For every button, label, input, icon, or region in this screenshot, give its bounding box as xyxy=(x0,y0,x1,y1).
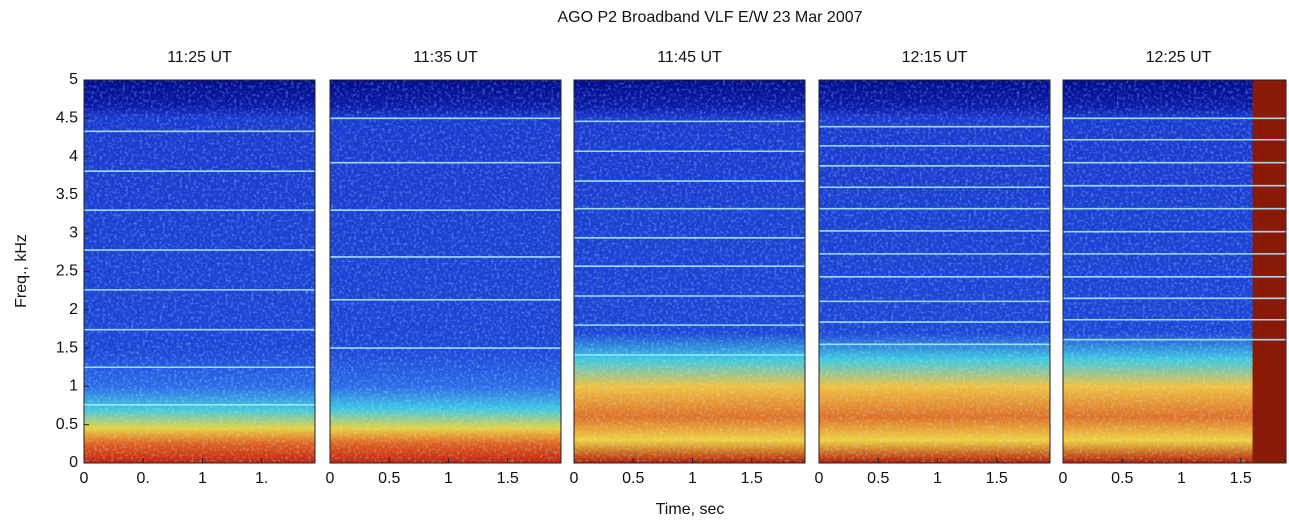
panel-title: 12:15 UT xyxy=(902,49,968,66)
panel-title: 11:45 UT xyxy=(657,49,722,66)
x-tick-label: 1.5 xyxy=(1230,470,1252,487)
x-tick-label: 1.5 xyxy=(497,470,519,487)
panel-frame xyxy=(329,79,562,464)
x-tick-label: 1 xyxy=(444,470,453,487)
y-tick-label: 2 xyxy=(69,301,78,318)
y-tick-label: 2.5 xyxy=(56,263,78,280)
y-axis-label: Freq., kHz xyxy=(13,234,30,308)
panel-title: 12:25 UT xyxy=(1146,49,1212,66)
y-tick-label: 1 xyxy=(69,378,78,395)
spectrogram-noise xyxy=(819,80,1050,463)
x-tick-label: 1 xyxy=(933,470,942,487)
y-tick-label: 0 xyxy=(69,454,78,471)
x-tick-label: 1. xyxy=(255,470,268,487)
panel-frame xyxy=(573,79,806,464)
panel-frame xyxy=(1062,79,1287,464)
spectrogram-noise xyxy=(330,80,561,463)
x-tick-label: 0 xyxy=(815,470,824,487)
spectrogram-noise xyxy=(84,80,315,463)
x-tick-label: 1 xyxy=(688,470,697,487)
spectrogram-panel xyxy=(819,80,1050,463)
y-tick-label: 3 xyxy=(69,224,78,241)
y-tick-label: 1.5 xyxy=(56,339,78,356)
panel-frame xyxy=(818,79,1051,464)
x-tick-label: 1.5 xyxy=(986,470,1008,487)
x-tick-label: 1 xyxy=(198,470,207,487)
x-tick-label: 0 xyxy=(1059,470,1068,487)
x-tick-label: 1.5 xyxy=(741,470,763,487)
panel-title: 11:25 UT xyxy=(167,49,232,66)
spectrogram-panel xyxy=(330,80,561,463)
y-tick-label: 0.5 xyxy=(56,416,78,433)
y-tick-label: 3.5 xyxy=(56,186,78,203)
x-tick-label: 1 xyxy=(1177,470,1186,487)
spectrogram-panel xyxy=(84,80,315,463)
y-tick-label: 4.5 xyxy=(56,110,78,127)
y-tick-label: 5 xyxy=(69,71,78,88)
x-tick-label: 0.5 xyxy=(622,470,644,487)
panel-title: 11:35 UT xyxy=(413,49,478,66)
x-axis-label: Time, sec xyxy=(656,501,725,518)
spectrogram-panel xyxy=(1063,80,1286,463)
saturation-strip xyxy=(1252,80,1286,463)
x-tick-label: 0. xyxy=(137,470,150,487)
x-tick-label: 0 xyxy=(80,470,89,487)
spectrogram-noise xyxy=(574,80,805,463)
spectrogram-panel xyxy=(574,80,805,463)
x-tick-label: 0.5 xyxy=(867,470,889,487)
x-tick-label: 0.5 xyxy=(1111,470,1133,487)
chart-title: AGO P2 Broadband VLF E/W 23 Mar 2007 xyxy=(557,9,862,26)
x-tick-label: 0 xyxy=(326,470,335,487)
y-tick-label: 4 xyxy=(69,148,78,165)
x-tick-label: 0 xyxy=(570,470,579,487)
spectrogram-noise xyxy=(1063,80,1286,463)
x-tick-label: 0.5 xyxy=(378,470,400,487)
